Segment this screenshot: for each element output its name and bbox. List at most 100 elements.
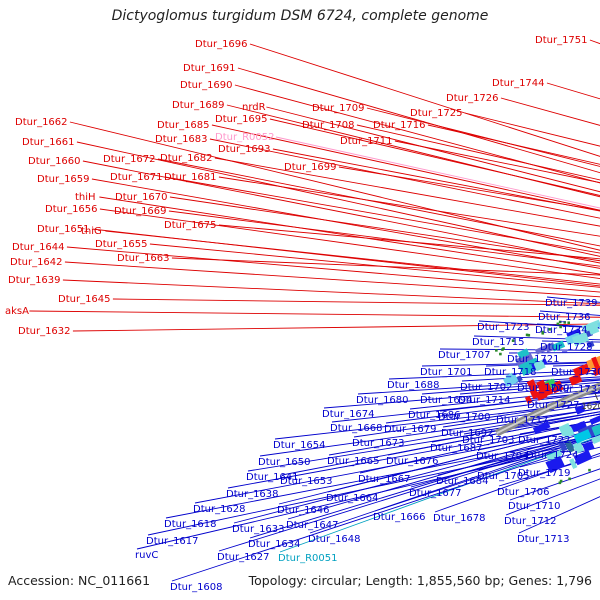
connector-line [249,43,600,157]
gene-label-lower: Dtur_1668 [330,423,383,434]
gene-block [541,382,554,397]
gene-label-upper: nrdR [242,102,266,113]
gene-label-upper: Dtur_1726 [446,93,499,104]
gene-label-upper: Dtur_1682 [160,153,213,164]
gene-label-upper: Dtur_R0052 [215,132,274,143]
gene-label-lower: Dtur_1694 [420,395,473,406]
gene-label-lower: Dtur_1722 [518,435,571,446]
gene-label-upper: Dtur_1744 [492,78,545,89]
gene-label-upper: Dtur_1655 [95,239,148,250]
marker-dot [563,321,567,324]
gene-label-lower: Dtur_1712 [504,516,557,527]
gene-label-upper: Dtur_1675 [164,220,217,231]
connector-line [338,166,600,211]
connector-line [287,428,600,520]
connector-line [356,124,600,181]
gene-block [572,363,591,378]
connector-line [227,419,600,489]
connector-line [69,121,600,251]
connector-line [272,148,600,212]
gene-label-lower: Dtur_1688 [387,380,440,391]
connector-line [434,452,600,513]
gene-label-lower: Dtur_1684 [436,476,489,487]
gene-label-upper: Dtur_1708 [302,120,355,131]
connector-line [218,224,600,260]
map-title: Dictyoglomus turgidum DSM 6724, complete… [111,8,489,24]
gene-label-lower: Dtur_1676 [386,456,439,467]
gene-label-upper: Dtur_1660 [28,156,81,167]
gene-label-upper: aksA [5,306,29,317]
connector-line [519,446,600,468]
gene-block [589,415,600,425]
connector-line [169,196,600,262]
gene-label-lower: Dtur_1732 [551,384,600,395]
marker-dot [556,322,560,326]
connector-line [105,230,600,285]
gene-label-lower: Dtur_1679 [384,424,437,435]
gene-block [597,321,600,329]
connector-line [157,158,600,247]
marker-dot [568,477,571,481]
gene-label-lower: Dtur_1710 [508,501,561,512]
connector-line [485,362,600,367]
gene-label-lower: Dtur_1728 [540,342,593,353]
gene-block [505,372,517,386]
marker-dot [525,333,529,337]
gene-label-upper: Dtur_1669 [114,206,167,217]
gene-label-upper: Dtur_1671 [110,172,163,183]
connector-line [464,112,600,147]
gene-block [515,352,535,369]
connector-line [505,478,600,516]
gene-label-upper: Dtur_1656 [45,204,98,215]
gene-block [592,364,600,377]
label-connectors [29,39,600,582]
gene-label-lower: Dtur_1736 [538,312,591,323]
gene-label-lower: Dtur_1723 [477,322,530,333]
gene-labels: Dtur_1696 Dtur_1691 Dtur_1690 nrdR Dtur_1689… [5,35,600,593]
gene-label-upper: Dtur_1632 [18,326,71,337]
gene-block [562,427,575,439]
gene-block [558,440,568,452]
connector-line [64,261,600,298]
gene-label-lower: Dtur_1618 [164,519,217,530]
genome-info-text: Topology: circular; Length: 1,855,560 bp… [248,573,592,588]
gene-label-upper: Dtur_1639 [8,275,61,286]
gene-label-lower: Dtur_1706 [497,487,550,498]
connector-line [442,403,600,428]
gene-block [572,441,585,454]
accession-text: Accession: NC_011661 [8,573,151,588]
gene-block [569,458,578,470]
gene-block [591,356,600,369]
gene-label-upper: Dtur_1645 [58,294,111,305]
gene-label-upper: Dtur_1689 [172,100,225,111]
gene-label-lower: Dtur_1739 [545,298,598,309]
connector-line [388,369,600,380]
connector-line [171,450,569,582]
gene-label-lower: Dtur_1680 [356,395,409,406]
gene-label-lower: Dtur_R0051 [278,553,337,564]
gene-label-lower: Dtur_1650 [258,457,311,468]
gene-label-lower: Dtur_1646 [277,505,330,516]
connector-line [281,413,600,476]
gene-label-upper: Dtur_1644 [12,242,65,253]
gene-label-lower: Dtur_1674 [322,409,375,420]
connector-line [478,320,600,329]
connector-line [72,323,600,332]
gene-label-upper: Dtur_1711 [340,136,393,147]
marker-dot [548,328,551,331]
connector-line [323,385,600,409]
gene-label-upper: Dtur_1659 [37,174,90,185]
gene-label-lower: Dtur_1634 [248,539,301,550]
connector-line [66,246,600,293]
gene-label-lower: Dtur_1667 [358,474,411,485]
connector-line [29,310,600,318]
gene-label-lower: Dtur_1638 [226,489,279,500]
gene-label-upper: Dtur_1696 [195,39,248,50]
gene-label-upper: Dtur_1663 [117,253,170,264]
gene-label-lower: Dtur_1713 [517,534,570,545]
gene-label-lower: Dtur_1702 [460,382,513,393]
gene-label-upper: Dtur_1672 [103,154,156,165]
connector-line [209,138,600,219]
gene-label-lower: Dtur_1715 [472,337,525,348]
